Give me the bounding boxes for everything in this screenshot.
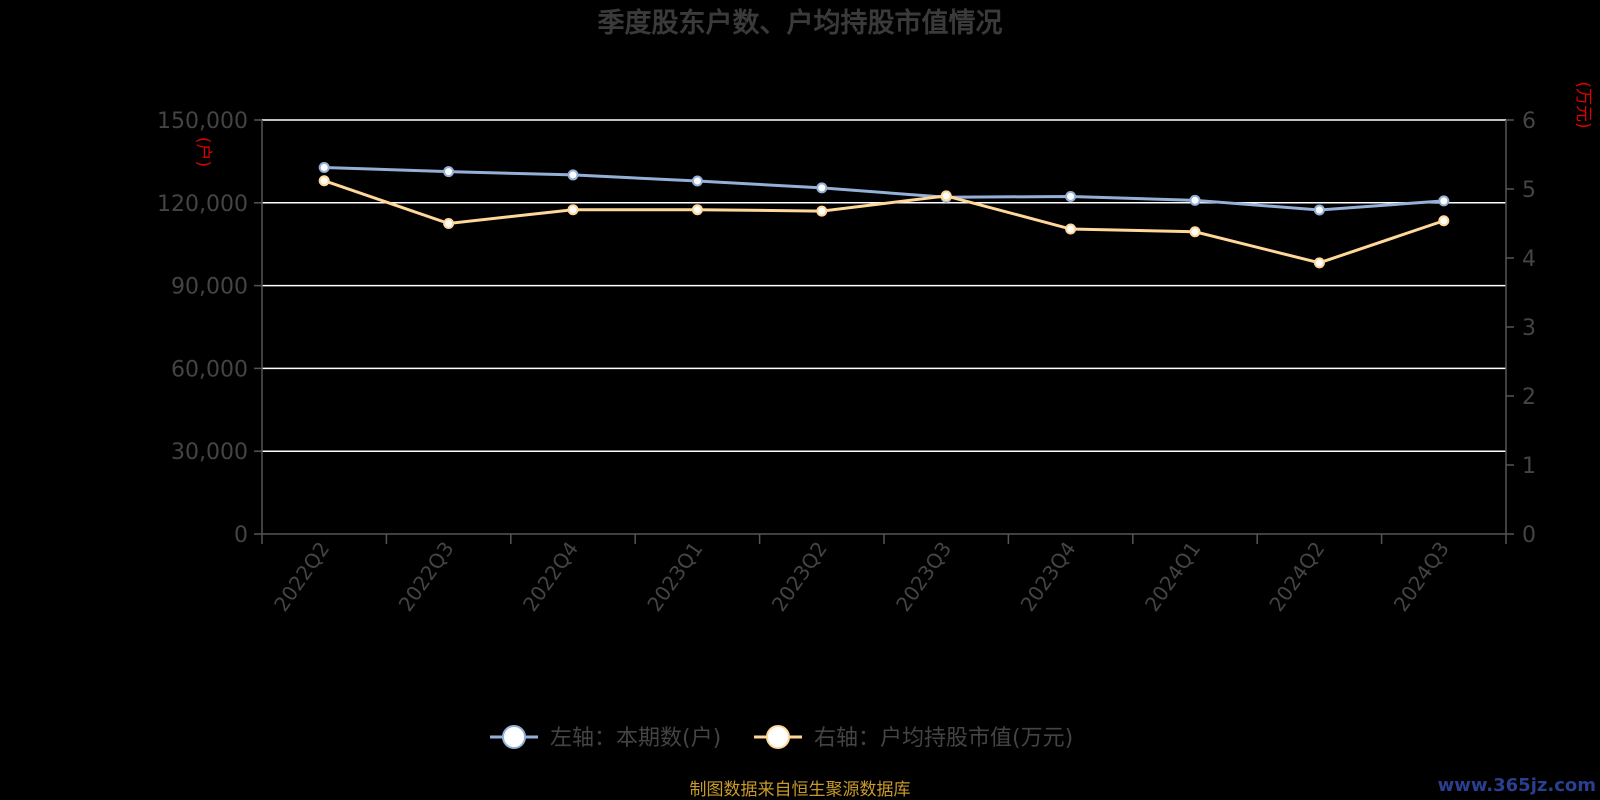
data-point[interactable] — [1065, 190, 1077, 202]
data-point[interactable] — [1065, 223, 1077, 235]
x-tick-label: 2023Q3 — [891, 537, 956, 616]
legend-item-1[interactable]: 左轴：本期数(户) — [490, 725, 721, 751]
data-point[interactable] — [691, 204, 703, 216]
x-tick-label: 2023Q2 — [767, 537, 832, 616]
legend-item-2[interactable]: 右轴：户均持股市值(万元) — [754, 725, 1073, 751]
data-point[interactable] — [1313, 204, 1325, 216]
x-tick-label: 2024Q1 — [1140, 537, 1205, 616]
x-tick-label: 2022Q4 — [518, 537, 583, 616]
left-tick-label: 90,000 — [171, 275, 248, 300]
left-tick-label: 120,000 — [157, 192, 248, 217]
legend-marker — [502, 725, 526, 749]
right-tick-label: 5 — [1522, 178, 1536, 203]
right-tick-label: 1 — [1522, 454, 1536, 479]
legend-label: 右轴：户均持股市值(万元) — [814, 726, 1073, 751]
data-point[interactable] — [1313, 257, 1325, 269]
data-source-note: 制图数据来自恒生聚源数据库 — [690, 780, 911, 800]
data-point[interactable] — [567, 204, 579, 216]
data-point[interactable] — [1438, 195, 1450, 207]
gridlines — [262, 119, 1506, 452]
series-line-1 — [324, 165, 1444, 212]
data-point[interactable] — [443, 166, 455, 178]
x-tick-label: 2022Q2 — [269, 537, 334, 616]
legend[interactable]: 左轴：本期数(户) 右轴：户均持股市值(万元) — [490, 725, 1073, 751]
data-point[interactable] — [443, 218, 455, 229]
right-axis-ticks: 0 1 2 3 4 5 6 — [1506, 109, 1536, 548]
data-point[interactable] — [816, 182, 828, 194]
series-line-2 — [323, 179, 1445, 265]
x-tick-label: 2023Q4 — [1016, 537, 1081, 616]
series-lines — [318, 161, 1450, 269]
right-tick-label: 3 — [1522, 316, 1536, 341]
chart-title: 季度股东户数、户均持股市值情况 — [598, 7, 1003, 39]
data-point[interactable] — [1189, 194, 1201, 206]
data-point[interactable] — [691, 175, 703, 187]
axes — [261, 120, 1507, 535]
left-tick-label: 150,000 — [157, 109, 248, 134]
x-tick-label: 2022Q3 — [394, 537, 459, 616]
x-tick-label: 2024Q3 — [1389, 537, 1454, 616]
x-axis-ticks: 2022Q2 2022Q3 2022Q4 2023Q1 2023Q2 2023Q3 2023… — [261, 534, 1507, 616]
data-point[interactable] — [1438, 215, 1450, 227]
x-tick-label: 2024Q2 — [1264, 537, 1329, 616]
watermark: www.365jz.com — [1438, 775, 1596, 796]
data-point[interactable] — [318, 161, 330, 173]
right-axis-unit: (万元) — [1573, 81, 1593, 128]
left-tick-label: 0 — [234, 523, 248, 548]
legend-label: 左轴：本期数(户) — [550, 726, 721, 751]
legend-marker — [766, 725, 790, 749]
right-tick-label: 6 — [1522, 109, 1536, 134]
right-tick-label: 4 — [1522, 247, 1536, 272]
data-point[interactable] — [318, 175, 330, 187]
left-tick-label: 30,000 — [171, 440, 248, 465]
x-tick-label: 2023Q1 — [642, 537, 707, 616]
data-point[interactable] — [1189, 226, 1201, 238]
left-tick-label: 60,000 — [171, 357, 248, 382]
left-axis-ticks: 0 30,000 60,000 90,000 120,000 150,000 — [157, 109, 262, 548]
data-point[interactable] — [816, 205, 828, 217]
data-point[interactable] — [567, 169, 579, 181]
data-point[interactable] — [940, 190, 952, 202]
right-tick-label: 0 — [1522, 523, 1536, 548]
left-axis-unit: (户) — [193, 137, 213, 167]
right-tick-label: 2 — [1522, 385, 1536, 410]
